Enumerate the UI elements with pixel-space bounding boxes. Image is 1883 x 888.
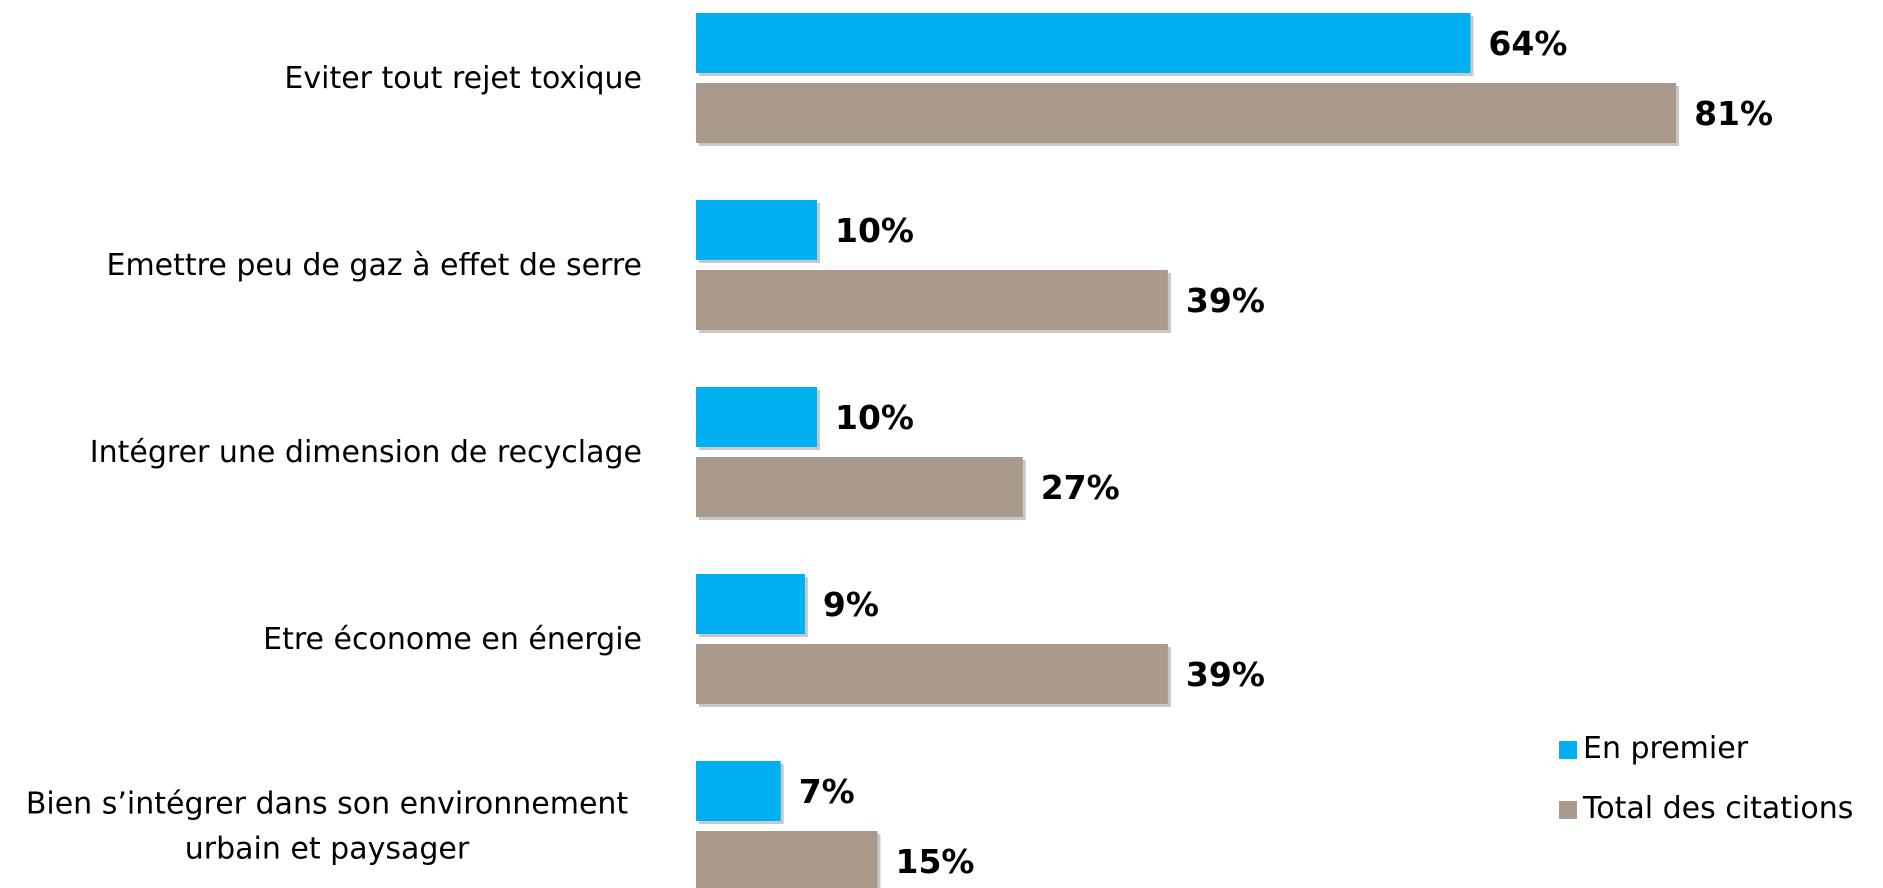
category-label: Etre économe en énergie <box>263 622 642 657</box>
legend: En premier Total des citations <box>1559 731 1853 826</box>
category-label: Intégrer une dimension de recyclage <box>90 435 642 470</box>
bar-total-des-citations-3 <box>696 644 1168 704</box>
value-label: 15% <box>896 842 975 881</box>
value-label: 9% <box>823 585 879 624</box>
legend-label: Total des citations <box>1582 791 1853 826</box>
category-label: Emettre peu de gaz à effet de serre <box>107 248 643 283</box>
bar-en-premier-0 <box>696 13 1471 73</box>
bar-en-premier-3 <box>696 574 805 634</box>
value-label: 81% <box>1694 94 1773 133</box>
value-label: 64% <box>1488 24 1567 63</box>
value-label: 10% <box>835 398 914 437</box>
legend-swatch-total-des-citations <box>1559 801 1577 819</box>
bar-en-premier-1 <box>696 200 817 260</box>
category-label: urbain et paysager <box>185 832 470 867</box>
category-label: Eviter tout rejet toxique <box>284 61 642 96</box>
bar-total-des-citations-4 <box>696 831 878 888</box>
value-label: 10% <box>835 211 914 250</box>
category-label: Bien s’intégrer dans son environnement <box>26 787 629 822</box>
bar-en-premier-2 <box>696 387 817 447</box>
value-labels: 64% 81% 10% 39% 10% 27% 9% 39% 7% 15% <box>799 24 1773 881</box>
legend-swatch-en-premier <box>1559 741 1577 759</box>
value-label: 27% <box>1041 468 1120 507</box>
bar-total-des-citations-1 <box>696 270 1168 330</box>
bar-en-premier-4 <box>696 761 781 821</box>
value-label: 7% <box>799 772 855 811</box>
bar-total-des-citations-2 <box>696 457 1023 517</box>
category-labels: Eviter tout rejet toxique Emettre peu de … <box>26 61 642 867</box>
bar-total-des-citations-0 <box>696 83 1677 143</box>
value-label: 39% <box>1186 281 1265 320</box>
bars-group <box>696 13 1680 888</box>
legend-label: En premier <box>1583 731 1749 766</box>
value-label: 39% <box>1186 655 1265 694</box>
